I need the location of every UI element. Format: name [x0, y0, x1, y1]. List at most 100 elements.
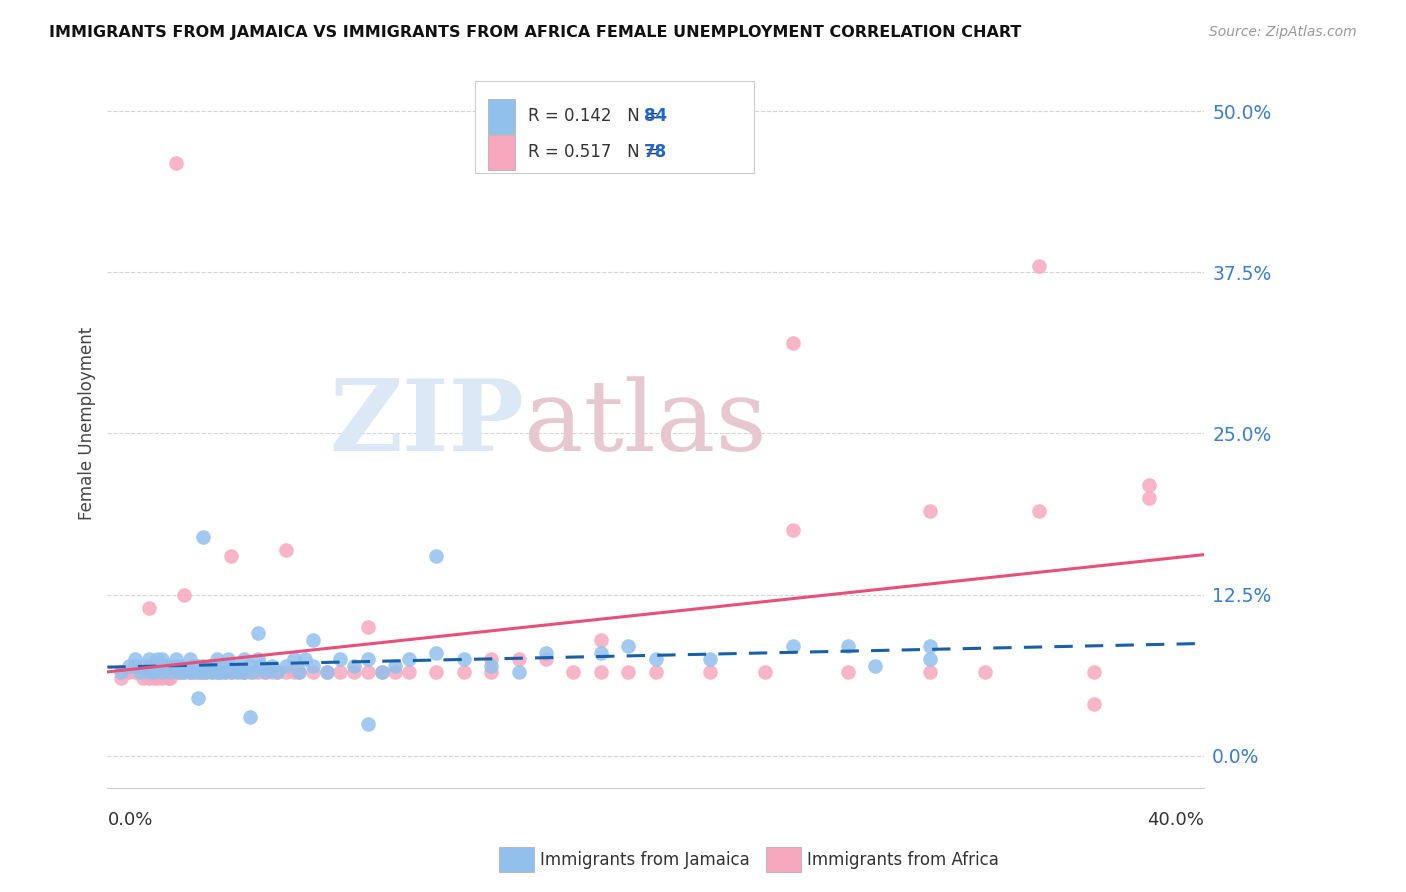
Point	[233, 665, 256, 679]
Text: IMMIGRANTS FROM JAMAICA VS IMMIGRANTS FROM AFRICA FEMALE UNEMPLOYMENT CORRELATIO: IMMIGRANTS FROM JAMAICA VS IMMIGRANTS FR…	[49, 25, 1022, 40]
Point	[239, 665, 262, 679]
Point	[644, 652, 666, 666]
Point	[274, 542, 297, 557]
Point	[973, 665, 995, 679]
Point	[181, 658, 204, 673]
Point	[219, 665, 242, 679]
Point	[315, 665, 337, 679]
Point	[1028, 259, 1050, 273]
Point	[534, 652, 557, 666]
Point	[138, 672, 160, 686]
Point	[179, 652, 201, 666]
Text: Immigrants from Africa: Immigrants from Africa	[807, 851, 998, 869]
Point	[124, 665, 146, 679]
Point	[247, 665, 270, 679]
Point	[508, 652, 530, 666]
Point	[156, 672, 179, 686]
Point	[145, 658, 167, 673]
Point	[184, 665, 207, 679]
Point	[863, 658, 886, 673]
Point	[170, 665, 193, 679]
Point	[617, 665, 640, 679]
Point	[782, 523, 804, 537]
Point	[173, 665, 195, 679]
Point	[187, 665, 209, 679]
Point	[187, 690, 209, 705]
Point	[302, 665, 325, 679]
Point	[200, 665, 222, 679]
Point	[260, 665, 283, 679]
Point	[754, 665, 776, 679]
Point	[138, 652, 160, 666]
Text: 78: 78	[644, 144, 666, 161]
Point	[110, 672, 132, 686]
Point	[145, 672, 167, 686]
Point	[479, 665, 502, 679]
Point	[357, 665, 380, 679]
Text: ZIP: ZIP	[329, 376, 524, 473]
Point	[343, 658, 366, 673]
Point	[699, 665, 721, 679]
Point	[247, 652, 270, 666]
Point	[782, 639, 804, 653]
Point	[1083, 665, 1105, 679]
Point	[837, 639, 859, 653]
Point	[699, 652, 721, 666]
Point	[193, 658, 215, 673]
Point	[195, 665, 218, 679]
Point	[222, 658, 245, 673]
Point	[110, 665, 132, 679]
Point	[124, 652, 146, 666]
Point	[141, 665, 163, 679]
Y-axis label: Female Unemployment: Female Unemployment	[79, 327, 96, 520]
Point	[156, 658, 179, 673]
Point	[150, 652, 173, 666]
Point	[233, 652, 256, 666]
Point	[357, 620, 380, 634]
Text: Immigrants from Jamaica: Immigrants from Jamaica	[540, 851, 749, 869]
Point	[143, 665, 166, 679]
Point	[239, 710, 262, 724]
Point	[370, 665, 392, 679]
Point	[315, 665, 337, 679]
Point	[508, 665, 530, 679]
Point	[167, 665, 190, 679]
Point	[589, 665, 612, 679]
Point	[165, 155, 187, 169]
Point	[425, 665, 447, 679]
FancyBboxPatch shape	[488, 99, 515, 134]
Point	[198, 658, 221, 673]
Point	[205, 652, 228, 666]
Point	[1137, 478, 1160, 492]
Text: Source: ZipAtlas.com: Source: ZipAtlas.com	[1209, 25, 1357, 39]
Point	[343, 665, 366, 679]
Point	[165, 658, 187, 673]
Point	[165, 665, 187, 679]
Point	[153, 658, 176, 673]
Point	[266, 665, 288, 679]
Point	[150, 672, 173, 686]
Point	[205, 665, 228, 679]
Point	[217, 652, 239, 666]
Point	[187, 658, 209, 673]
Point	[425, 549, 447, 563]
Point	[288, 665, 311, 679]
Point	[233, 665, 256, 679]
Point	[302, 658, 325, 673]
Text: 84: 84	[644, 107, 666, 125]
Point	[132, 672, 155, 686]
Text: R = 0.142   N =: R = 0.142 N =	[529, 107, 665, 125]
Point	[124, 658, 146, 673]
Point	[208, 665, 231, 679]
Point	[214, 665, 236, 679]
Point	[202, 658, 225, 673]
Point	[384, 658, 406, 673]
Point	[247, 626, 270, 640]
Point	[260, 658, 283, 673]
Point	[398, 665, 420, 679]
Point	[384, 665, 406, 679]
Point	[589, 646, 612, 660]
Point	[179, 665, 201, 679]
Point	[170, 658, 193, 673]
Point	[214, 665, 236, 679]
